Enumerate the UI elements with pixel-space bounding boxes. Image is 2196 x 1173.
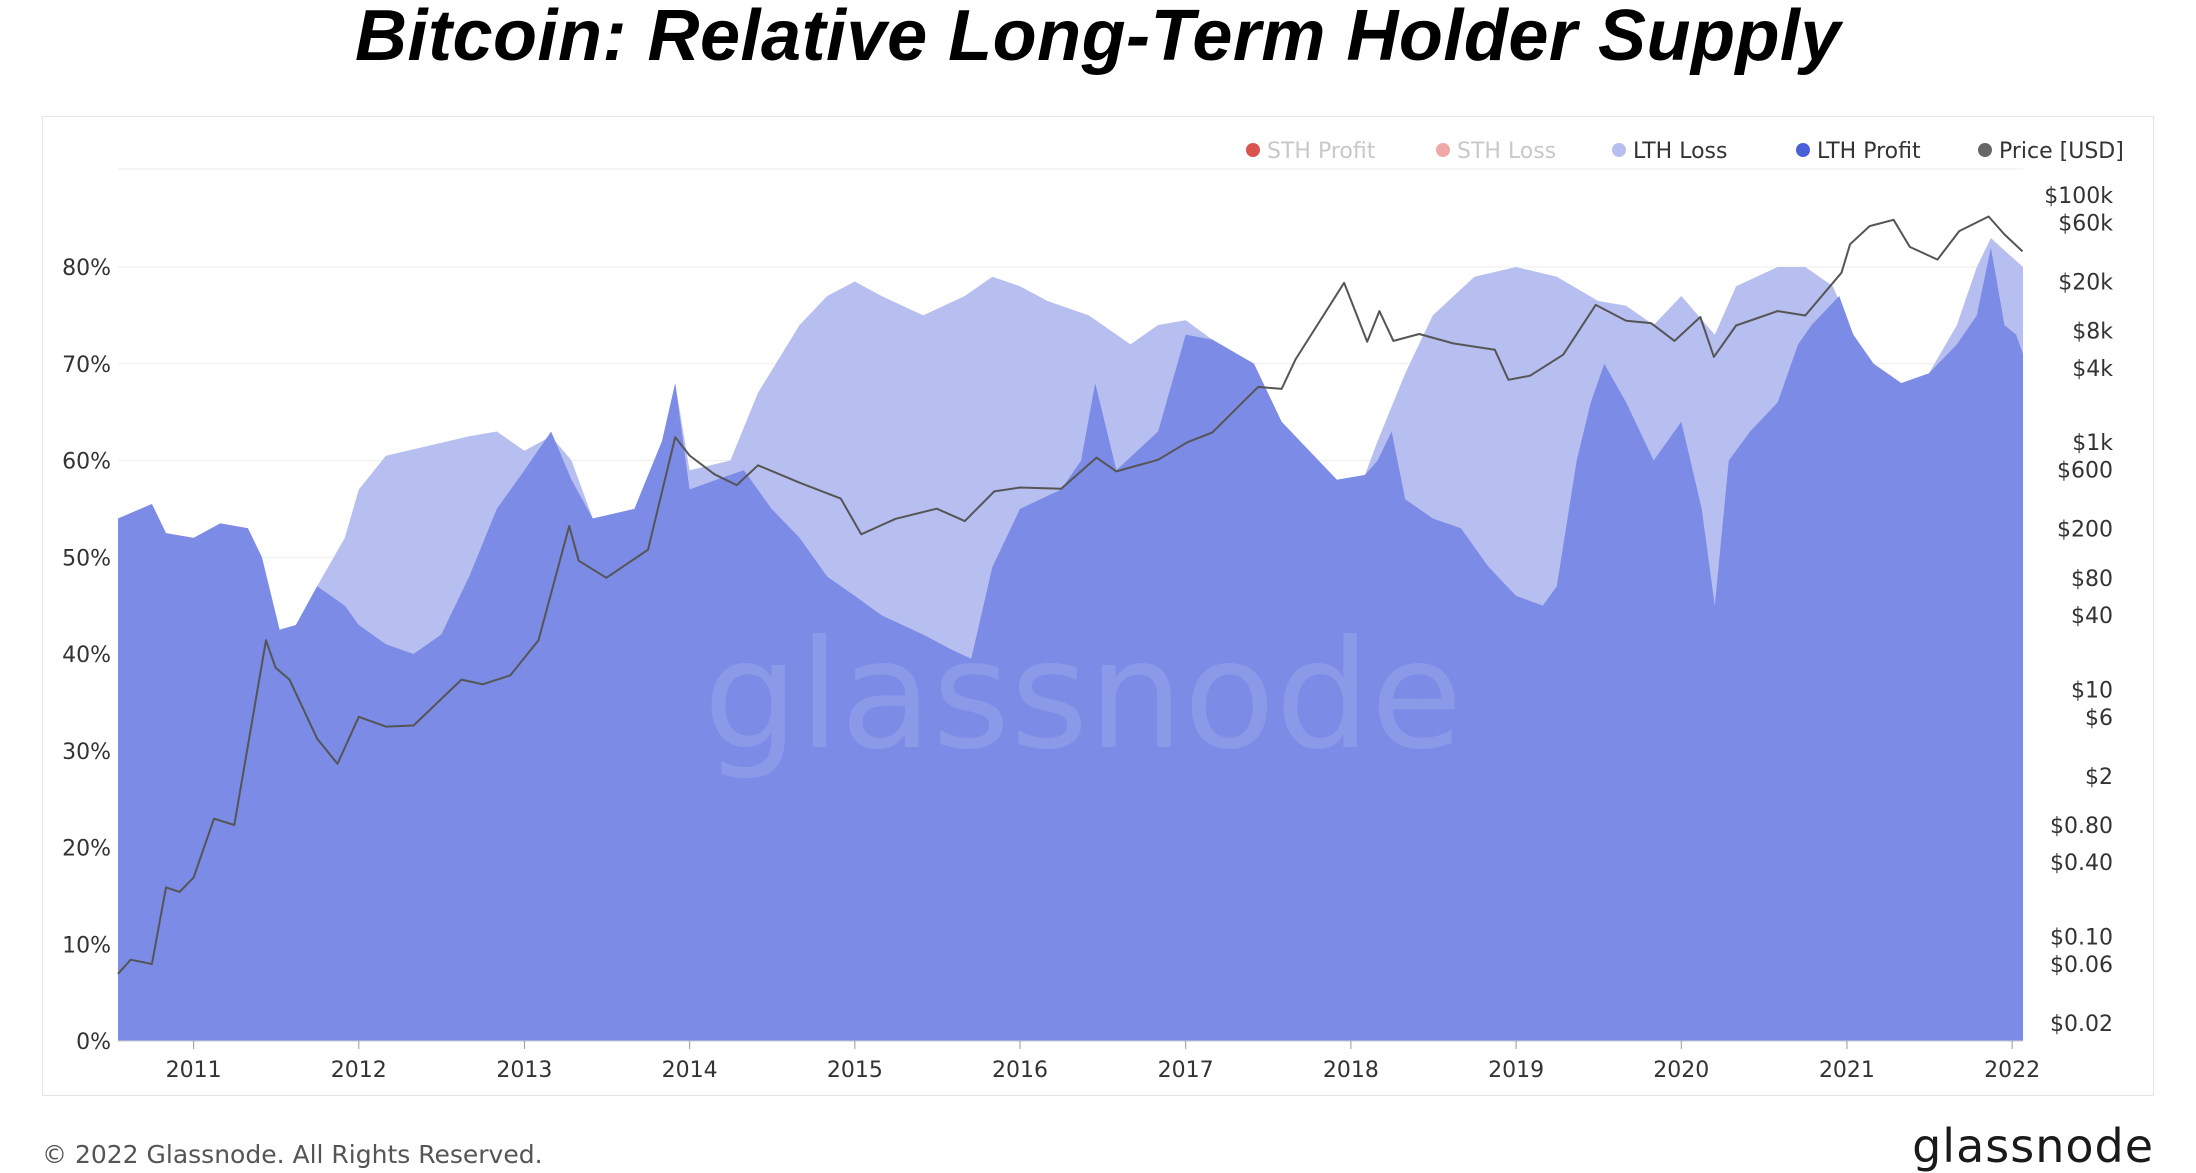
y-right-tick-label: $2 xyxy=(2085,765,2113,790)
x-tick-label: 2020 xyxy=(1653,1058,1709,1083)
y-right-tick-label: $80 xyxy=(2071,567,2113,592)
pink-dot-icon xyxy=(1436,143,1450,157)
x-tick-label: 2012 xyxy=(331,1058,387,1083)
chart-panel: glassnode 2011 2012 2013 2014 2015 2016 2017 20… xyxy=(42,116,2154,1096)
y-right-tick-label: $10 xyxy=(2071,678,2113,703)
red-dot-icon xyxy=(1246,143,1260,157)
y-right-tick-label: $0.10 xyxy=(2050,926,2113,951)
y-left-tick-label: 80% xyxy=(62,256,111,281)
y-right-tick-label: $1k xyxy=(2072,431,2113,456)
x-tick-label: 2021 xyxy=(1819,1058,1875,1083)
x-tick-label: 2016 xyxy=(992,1058,1048,1083)
x-tick-label: 2015 xyxy=(827,1058,883,1083)
y-right-tick-label: $6 xyxy=(2085,706,2113,731)
legend-label: STH Loss xyxy=(1457,139,1556,164)
chart-svg: glassnode 2011 2012 2013 2014 2015 2016 2017 20… xyxy=(62,139,2124,1083)
x-tick-label: 2011 xyxy=(166,1058,222,1083)
y-left-tick-label: 70% xyxy=(62,353,111,378)
area-series xyxy=(118,238,2023,1042)
y-right-tick-label: $600 xyxy=(2057,459,2113,484)
brand-logo: glassnode xyxy=(1912,1119,2154,1173)
y-left-tick-label: 50% xyxy=(62,546,111,571)
y-left-tick-label: 60% xyxy=(62,450,111,475)
x-tick-label: 2019 xyxy=(1488,1058,1544,1083)
watermark-text: glassnode xyxy=(703,609,1462,783)
y-right-tick-label: $4k xyxy=(2072,357,2113,382)
gray-dot-icon xyxy=(1978,143,1992,157)
y-right-tick-label: $0.02 xyxy=(2050,1012,2113,1037)
y-right-tick-label: $200 xyxy=(2057,518,2113,543)
price-series xyxy=(117,215,2024,975)
legend: STH Profit STH Loss LTH Loss LTH Profit Pric… xyxy=(1246,139,2124,164)
y-left-tick-label: 40% xyxy=(62,643,111,668)
x-tick-label: 2017 xyxy=(1158,1058,1214,1083)
light-blue-dot-icon xyxy=(1612,143,1626,157)
y-left-tick-label: 0% xyxy=(76,1030,111,1055)
axes: 2011 2012 2013 2014 2015 2016 2017 2018 2019 2020… xyxy=(62,184,2113,1083)
y-right-tick-label: $20k xyxy=(2058,270,2113,295)
price-line xyxy=(117,215,2024,975)
y-right-tick-label: $8k xyxy=(2072,320,2113,345)
x-tick-label: 2018 xyxy=(1323,1058,1379,1083)
x-tick-label: 2013 xyxy=(496,1058,552,1083)
y-right-tick-label: $0.06 xyxy=(2050,953,2113,978)
lth-profit-area xyxy=(118,247,2023,1042)
blue-dot-icon xyxy=(1796,143,1810,157)
watermark: glassnode xyxy=(703,609,1462,783)
y-right-tick-label: $60k xyxy=(2058,211,2113,236)
legend-label: LTH Loss xyxy=(1633,139,1727,164)
copyright-text: © 2022 Glassnode. All Rights Reserved. xyxy=(42,1140,543,1169)
chart-title: Bitcoin: Relative Long-Term Holder Suppl… xyxy=(355,0,1841,76)
y-right-tick-label: $100k xyxy=(2044,184,2113,209)
x-tick-label: 2014 xyxy=(662,1058,718,1083)
y-right-tick-label: $0.40 xyxy=(2050,851,2113,876)
y-left-tick-label: 30% xyxy=(62,740,111,765)
y-left-tick-label: 10% xyxy=(62,933,111,958)
x-tick-label: 2022 xyxy=(1984,1058,2040,1083)
y-right-tick-label: $0.80 xyxy=(2050,814,2113,839)
legend-label: LTH Profit xyxy=(1817,139,1921,164)
y-right-tick-label: $40 xyxy=(2071,604,2113,629)
legend-label: Price [USD] xyxy=(1999,139,2124,164)
y-left-tick-label: 20% xyxy=(62,837,111,862)
legend-label: STH Profit xyxy=(1267,139,1376,164)
